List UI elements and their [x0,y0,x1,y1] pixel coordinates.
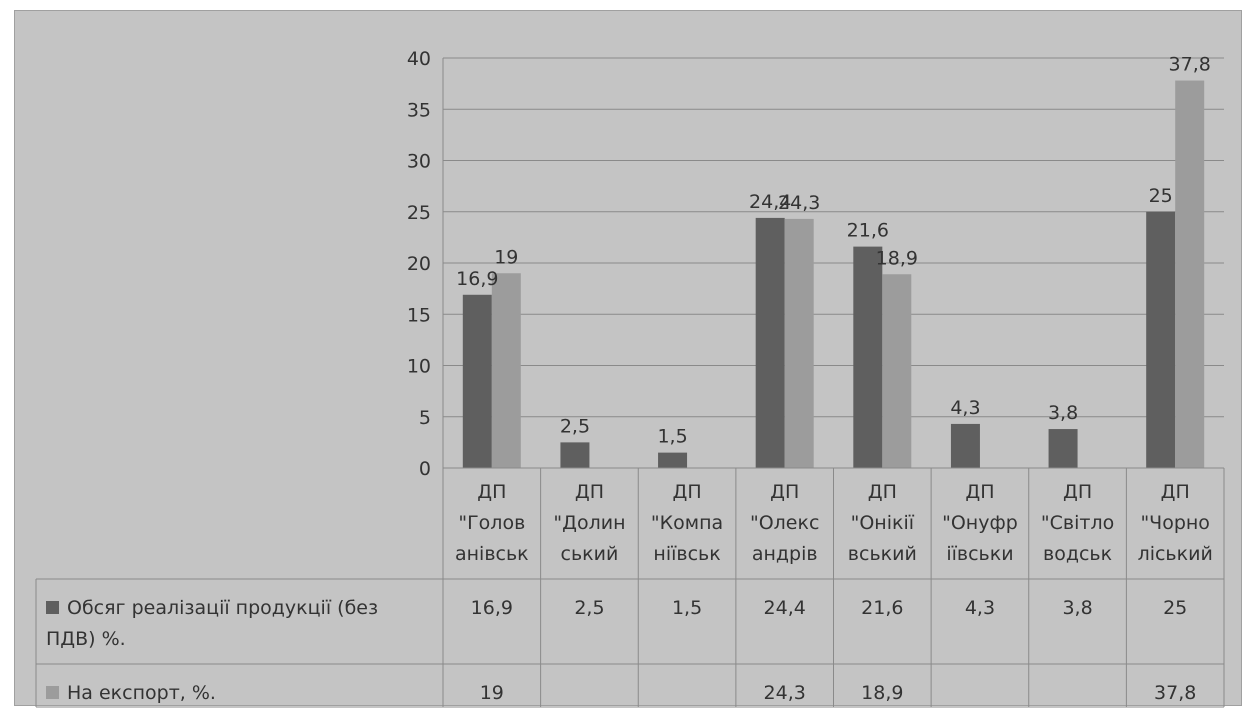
data-label: 2,5 [560,415,590,437]
table-value: 4,3 [965,597,995,619]
category-label: ліський [1138,543,1213,565]
table-value: 1,5 [672,597,702,619]
data-label: 3,8 [1048,402,1078,424]
data-label: 1,5 [657,426,687,448]
legend-swatch [46,686,59,699]
category-labels: ДП "Голов анівськ ДП "Долин ський ДП "Компа ніїв… [455,481,1213,565]
table-value: 24,3 [764,682,806,704]
table-value: 16,9 [471,597,513,619]
bar [755,217,785,468]
category-label: "Онуфр [942,512,1018,534]
category-label: ДП [672,481,701,503]
y-tick-label: 40 [407,48,431,70]
table-value: 18,9 [861,682,903,704]
data-label: 4,3 [950,397,980,419]
bar [1146,211,1176,468]
data-table-grid [35,467,1225,708]
category-label: вський [848,543,917,565]
y-axis-tick-labels: 0 5 10 15 20 25 30 35 40 [407,48,431,480]
y-tick-label: 30 [407,151,431,173]
bar [1175,80,1205,469]
data-table-legend: Обсяг реалізації продукції (без ПДВ) %. На… [46,597,378,704]
category-label: ДП [770,481,799,503]
category-label: "Голов [458,512,525,534]
y-tick-label: 5 [419,407,431,429]
category-label: анівськ [455,543,529,565]
table-value: 3,8 [1062,597,1092,619]
bar [882,274,912,468]
bar [784,218,814,468]
bar [462,294,492,468]
y-tick-label: 20 [407,253,431,275]
y-tick-label: 15 [407,304,431,326]
data-label: 19 [494,246,518,268]
data-labels: 16,919 2,5 1,5 24,424,3 21,6 18,9 4,3 3,8 25 37,8 [456,54,1211,448]
category-label: "Світло [1041,512,1114,534]
data-label: 37,8 [1169,54,1211,76]
y-tick-label: 0 [419,458,431,480]
category-label: ДП [575,481,604,503]
bar [491,273,521,468]
table-value: 24,4 [764,597,806,619]
category-label: ДП [965,481,994,503]
category-label: "Онікії [851,512,915,534]
category-label: "Долин [553,512,625,534]
data-label: 24,4 [749,191,791,213]
category-label: ДП [1063,481,1092,503]
bar [658,452,688,468]
category-label: "Олекс [750,512,819,534]
legend-label: Обсяг реалізації продукції (без [67,597,378,619]
y-tick-label: 25 [407,202,431,224]
category-label: "Чорно [1140,512,1210,534]
y-tick-label: 10 [407,356,431,378]
data-table-values: 16,9 2,5 1,5 24,4 21,6 4,3 3,8 25 19 24,3 18,9 37,8 [471,597,1197,704]
category-label: іївськи [946,543,1013,565]
category-label: "Компа [651,512,723,534]
bars [462,80,1205,469]
bar [950,423,980,468]
data-label: 24,3 [778,192,820,214]
table-value: 25 [1163,597,1187,619]
bar [1048,429,1078,468]
bar [560,442,590,468]
gridlines [442,57,1224,468]
legend-label: ПДВ) %. [46,628,126,650]
data-label: 18,9 [876,247,918,269]
table-value: 19 [480,682,504,704]
y-tick-label: 35 [407,99,431,121]
data-label: 21,6 [847,220,889,242]
category-label: ський [561,543,619,565]
category-label: ДП [1161,481,1190,503]
legend-swatch [46,601,59,614]
category-label: водськ [1043,543,1112,565]
category-label: андрів [752,543,818,565]
category-label: ДП [477,481,506,503]
table-value: 2,5 [574,597,604,619]
legend-label: На експорт, %. [67,682,216,704]
bar [853,246,883,468]
data-label: 25 [1149,185,1173,207]
table-value: 21,6 [861,597,903,619]
category-label: ДП [868,481,897,503]
category-label: ніївськ [653,543,720,565]
data-label: 16,9 [456,268,498,290]
table-value: 37,8 [1154,682,1196,704]
